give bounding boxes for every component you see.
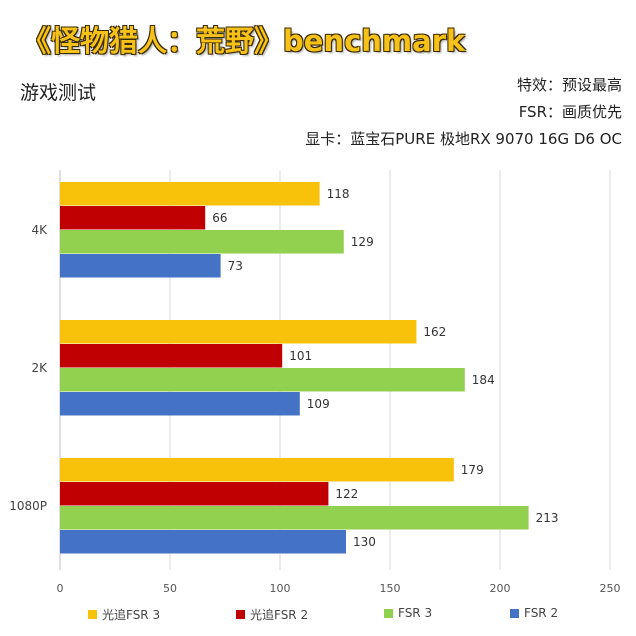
data-label: 184 <box>472 373 495 387</box>
legend-label: FSR 2 <box>524 606 559 620</box>
data-label: 129 <box>351 235 374 249</box>
chart-subtitle: 游戏测试 <box>20 82 97 104</box>
x-tick-label: 50 <box>163 582 177 595</box>
info-line-gpu: 显卡：蓝宝石PURE 极地RX 9070 16G D6 OC <box>305 130 622 148</box>
legend-item: 光追FSR 3 <box>88 606 160 623</box>
data-label: 66 <box>212 211 227 225</box>
info-line-effects: 特效：预设最高 <box>516 76 622 94</box>
legend-label: 光追FSR 3 <box>102 608 161 622</box>
data-label: 179 <box>461 463 484 477</box>
data-label: 118 <box>327 187 350 201</box>
legend-item: FSR 3 <box>384 606 432 620</box>
data-label: 101 <box>289 349 312 363</box>
bar <box>60 458 454 482</box>
data-label: 162 <box>423 325 446 339</box>
bar <box>60 230 344 254</box>
bar <box>60 506 529 530</box>
data-label: 109 <box>307 397 330 411</box>
data-label: 213 <box>536 511 559 525</box>
bar <box>60 344 283 368</box>
bar <box>60 368 465 392</box>
legend-swatch <box>510 608 519 618</box>
bar <box>60 254 221 278</box>
category-label: 1080P <box>9 499 47 513</box>
chart-legend: 光追FSR 3 光追FSR 2 FSR 3 FSR 2 <box>0 606 636 622</box>
bar <box>60 530 346 554</box>
data-label: 130 <box>353 535 376 549</box>
legend-swatch <box>236 610 245 619</box>
data-label: 73 <box>228 259 243 273</box>
bar <box>60 206 206 230</box>
info-line-fsr: FSR：画质优先 <box>518 103 622 121</box>
legend-item: 光追FSR 2 <box>236 606 308 623</box>
bar <box>60 182 320 206</box>
x-tick-label: 250 <box>600 582 621 595</box>
x-tick-label: 200 <box>490 582 511 595</box>
x-tick-label: 0 <box>57 582 64 595</box>
x-tick-label: 150 <box>380 582 401 595</box>
bar <box>60 392 300 416</box>
x-tick-label: 100 <box>270 582 291 595</box>
legend-label: 光追FSR 2 <box>250 608 309 622</box>
bar <box>60 482 329 506</box>
category-label: 4K <box>31 223 48 237</box>
chart-title: 《怪物猎人：荒野》benchmark <box>22 24 466 58</box>
legend-label: FSR 3 <box>398 606 433 620</box>
bar <box>60 320 417 344</box>
legend-item: FSR 2 <box>510 606 558 620</box>
legend-swatch <box>384 608 393 618</box>
legend-swatch <box>88 610 97 619</box>
data-label: 122 <box>335 487 358 501</box>
category-label: 2K <box>31 361 48 375</box>
